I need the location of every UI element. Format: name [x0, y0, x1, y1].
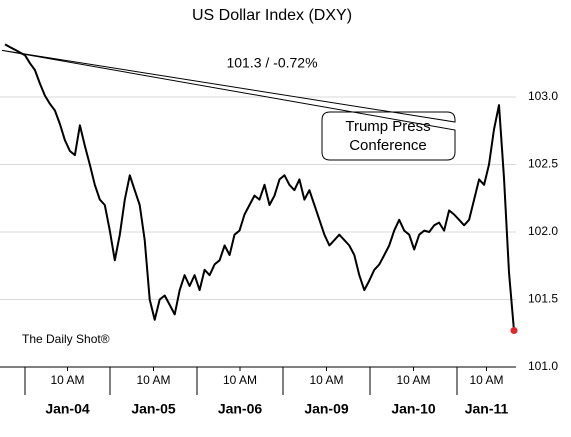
x-time-label: 10 AM — [396, 373, 430, 387]
x-time-label: 10 AM — [136, 373, 170, 387]
x-day-label: Jan-05 — [131, 401, 176, 417]
x-day-label: Jan-04 — [45, 401, 90, 417]
annotation-text: Trump Press Conference — [345, 118, 430, 154]
last-point — [510, 327, 518, 335]
x-time-label: 10 AM — [50, 373, 84, 387]
chart-title: US Dollar Index (DXY) — [192, 7, 352, 24]
y-tick-label: 102.0 — [528, 224, 558, 238]
x-time-label: 10 AM — [469, 373, 503, 387]
x-time-label: 10 AM — [223, 373, 257, 387]
x-day-label: Jan-10 — [391, 401, 436, 417]
y-tick-label: 101.0 — [528, 359, 558, 373]
x-day-label: Jan-09 — [304, 401, 349, 417]
source-label: The Daily Shot® — [22, 332, 110, 346]
annotation: Trump Press Conference — [1, 49, 456, 161]
price-line — [4, 43, 515, 331]
x-day-label: Jan-06 — [218, 401, 263, 417]
y-tick-label: 101.5 — [528, 292, 558, 306]
x-time-label: 10 AM — [309, 373, 343, 387]
chart-subtitle: 101.3 / -0.72% — [226, 55, 317, 71]
y-tick-label: 102.5 — [528, 157, 558, 171]
y-tick-label: 103.0 — [528, 89, 558, 103]
x-day-label: Jan-11 — [465, 401, 509, 417]
callout — [1, 49, 456, 161]
